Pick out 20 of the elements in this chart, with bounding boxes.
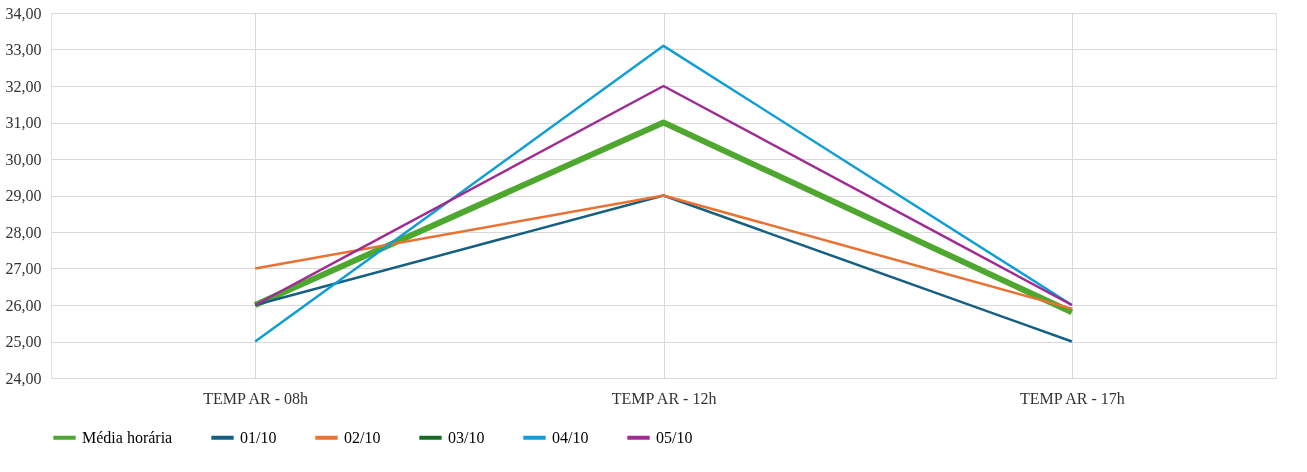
x-tick-label: TEMP AR - 17h bbox=[1019, 389, 1125, 407]
y-tick-label: 31,00 bbox=[5, 114, 42, 131]
legend-label: 04/10 bbox=[552, 428, 589, 446]
x-tick-label: TEMP AR - 12h bbox=[611, 389, 717, 407]
legend-label: 02/10 bbox=[344, 428, 381, 446]
legend-label: Média horária bbox=[82, 428, 173, 446]
x-tick-label: TEMP AR - 08h bbox=[203, 389, 309, 407]
y-tick-label: 28,00 bbox=[5, 223, 42, 241]
y-tick-label: 27,00 bbox=[5, 260, 42, 277]
y-tick-label: 29,00 bbox=[5, 187, 42, 204]
y-tick-label: 24,00 bbox=[5, 369, 42, 387]
y-tick-label: 30,00 bbox=[5, 150, 42, 168]
legend-label: 01/10 bbox=[240, 428, 277, 446]
y-tick-label: 26,00 bbox=[5, 296, 42, 314]
legend-label: 03/10 bbox=[448, 428, 485, 446]
legend-label: 05/10 bbox=[656, 428, 693, 446]
y-tick-label: 33,00 bbox=[5, 41, 42, 58]
y-tick-label: 32,00 bbox=[5, 77, 42, 95]
y-tick-label: 34,00 bbox=[5, 4, 42, 22]
y-tick-label: 25,00 bbox=[5, 333, 42, 350]
